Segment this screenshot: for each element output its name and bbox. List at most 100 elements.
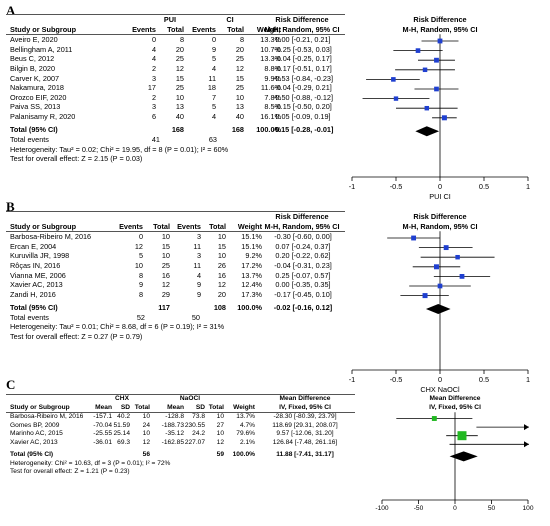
overall-effect-text: Test for overall effect: Z = 1.21 (P = 0…: [10, 468, 130, 476]
study-value: 8: [179, 35, 184, 45]
study-ci-text: 0.07 [-0.24, 0.37]: [275, 241, 331, 251]
study-value: 12: [161, 280, 170, 290]
study-ci-text: -0.53 [-0.84, -0.23]: [272, 73, 334, 83]
heterogeneity-text: Heterogeneity: Tau² = 0.02; Chi² = 19.95…: [10, 144, 229, 154]
study-value: 11: [193, 241, 201, 251]
x-tick-label: -0.5: [389, 182, 403, 191]
study-marker: [437, 38, 443, 44]
total-weight: 100.0%: [232, 451, 255, 459]
column-header: Total: [227, 24, 244, 34]
column-header: SD: [120, 403, 130, 411]
study-value: 11.6%: [260, 83, 281, 93]
effect-header: Mean Difference: [279, 395, 331, 402]
study-value: 2: [151, 92, 156, 102]
study-name: Orozco EIF, 2020: [10, 92, 67, 102]
study-name: Bilgin B, 2020: [10, 64, 56, 73]
column-header: Mean: [95, 403, 112, 411]
study-value: 24.2: [192, 430, 205, 438]
study-value: 20: [235, 44, 244, 54]
study-value: 27: [216, 421, 224, 429]
group-label: PUI: [163, 15, 177, 24]
study-ci-text: 0.00 [-0.21, 0.21]: [275, 35, 331, 45]
study-value: 12: [175, 64, 184, 73]
plot-header: Mean Difference: [429, 395, 481, 402]
plot-subheader: IV, Fixed, 95% CI: [429, 403, 481, 411]
pooled-diamond: [449, 451, 478, 462]
total-weight: 100.0%: [256, 125, 281, 135]
effect-subheader: M-H, Random, 95% CI: [264, 24, 340, 34]
table-top-rule: [6, 14, 345, 15]
total-value: 59: [216, 451, 224, 459]
study-value: 20: [175, 44, 184, 54]
study-marker: [437, 283, 443, 289]
study-marker: [441, 115, 447, 121]
study-ci-text: -0.04 [-0.29, 0.21]: [274, 83, 332, 93]
total-value: 56: [142, 451, 150, 459]
study-value: 230.55: [184, 421, 205, 429]
study-value: 25: [161, 261, 170, 270]
study-value: -25.55: [93, 430, 112, 438]
total-value: 117: [158, 303, 170, 313]
x-tick-label: -0.5: [389, 375, 403, 384]
study-value: 10: [142, 413, 150, 421]
study-value: 12: [216, 439, 224, 446]
study-name: Vianna ME, 2006: [10, 270, 66, 280]
study-value: -162.85: [161, 439, 184, 446]
study-value: 10: [217, 232, 226, 242]
study-value: 9: [138, 280, 143, 290]
total-ci-text: -0.02 [-0.16, 0.12]: [273, 303, 333, 313]
study-value: 13: [235, 102, 244, 112]
study-value: 29: [161, 289, 170, 299]
study-marker: [411, 235, 417, 241]
study-marker: [422, 67, 428, 73]
study-value: 11: [193, 261, 201, 270]
study-marker: [391, 77, 396, 82]
study-value: 10: [161, 251, 170, 261]
study-value: 12: [217, 280, 226, 290]
study-marker: [459, 274, 465, 279]
study-value: -188.73: [161, 421, 184, 429]
x-tick-label: 1: [525, 375, 531, 384]
study-value: -128.8: [165, 413, 184, 421]
events-value: 50: [191, 312, 200, 322]
effect-subheader: M-H, Random, 95% CI: [264, 221, 340, 231]
study-value: 13: [175, 102, 184, 112]
study-value: 13.7%: [241, 270, 262, 280]
study-value: 3: [196, 251, 201, 261]
column-header: Study or Subgroup: [10, 24, 77, 34]
study-value: 4: [151, 54, 156, 64]
total-value: 108: [213, 303, 226, 313]
study-value: 40.2: [117, 413, 130, 421]
header-rule: [6, 231, 345, 233]
column-header: Study or Subgroup: [10, 403, 70, 411]
column-header: Events: [177, 221, 201, 231]
study-value: -70.04: [93, 421, 112, 429]
study-name: Ercan E, 2004: [10, 241, 57, 251]
study-marker: [433, 264, 439, 270]
study-ci-text: -28.30 [-80.39, 23.79]: [273, 413, 337, 421]
study-ci-text: -0.15 [-0.50, 0.20]: [274, 102, 332, 112]
study-value: 40: [235, 112, 244, 121]
study-value: 7.8%: [264, 92, 281, 102]
study-value: 15.1%: [241, 232, 262, 242]
column-header: Study or Subgroup: [10, 221, 77, 231]
study-value: 3: [151, 73, 156, 83]
study-value: 3: [196, 232, 201, 242]
study-value: 15: [175, 73, 184, 83]
ci-arrow: [524, 441, 529, 448]
plot-header: Risk Difference: [413, 212, 467, 221]
column-header: Total: [153, 221, 170, 231]
study-value: 8: [138, 270, 143, 280]
column-header: Events: [132, 24, 156, 34]
group-label: NaOCl: [179, 395, 201, 402]
study-value: 3: [151, 102, 156, 112]
study-value: 40: [175, 112, 184, 121]
x-tick-label: 0.5: [478, 375, 490, 384]
study-value: 15: [235, 73, 244, 83]
study-value: 10: [142, 430, 150, 438]
study-value: 9.9%: [264, 73, 281, 83]
study-ci-text: 0.25 [-0.07, 0.57]: [275, 270, 331, 280]
study-value: 18: [207, 83, 216, 93]
x-tick-label: 0: [437, 375, 443, 384]
